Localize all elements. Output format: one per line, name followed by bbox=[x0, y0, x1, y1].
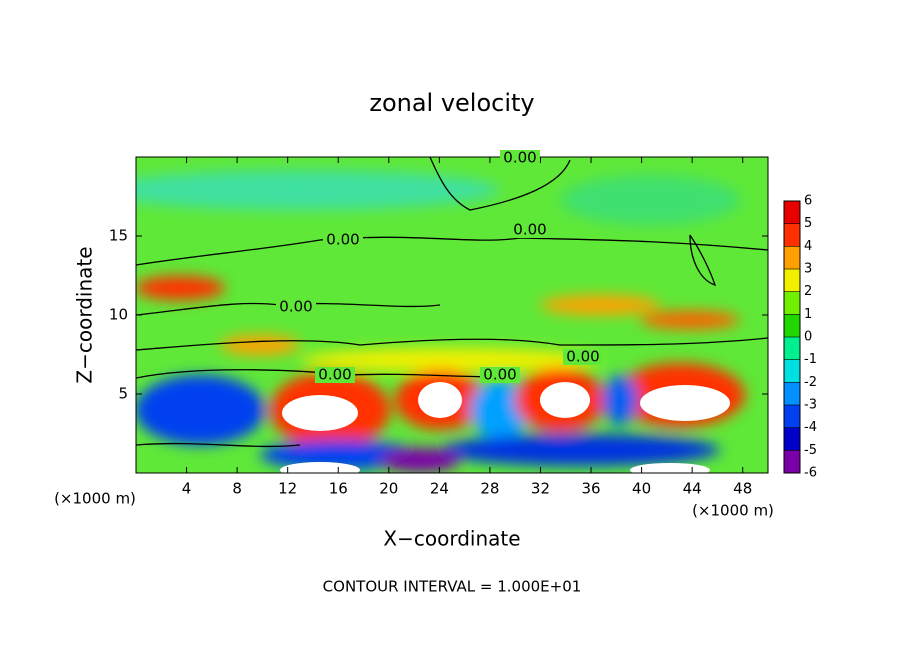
contour-label-bg bbox=[315, 367, 355, 383]
colorbar-bin bbox=[784, 382, 800, 405]
colorbar-label: -6 bbox=[804, 466, 817, 481]
colorbar-bin bbox=[784, 450, 800, 473]
colorbar-bin bbox=[784, 223, 800, 247]
colorbar-bin bbox=[784, 427, 800, 451]
contour-label-bg bbox=[480, 367, 520, 383]
colorbar-label: 5 bbox=[804, 216, 812, 231]
contour-label: 0.00 bbox=[483, 366, 516, 384]
colorbar-bin bbox=[784, 269, 800, 292]
colorbar-bin bbox=[784, 337, 800, 360]
colorbar-label: 3 bbox=[804, 262, 812, 277]
x-tick-label: 40 bbox=[632, 480, 651, 498]
contour-label-bg bbox=[276, 299, 316, 315]
x-tick-label: 4 bbox=[182, 480, 192, 498]
colorbar-bin bbox=[784, 405, 800, 428]
colorbar-label: 0 bbox=[804, 330, 812, 345]
x-unit-label: (×1000 m) bbox=[54, 490, 136, 508]
colorbar-label: -5 bbox=[804, 443, 817, 458]
contour-label: 0.00 bbox=[318, 366, 351, 384]
contour-label: 0.00 bbox=[503, 149, 536, 167]
colorbar-label: -1 bbox=[804, 352, 817, 367]
contour-label-bg bbox=[563, 349, 603, 365]
colorbar-bin bbox=[784, 314, 800, 337]
colorbar-bin bbox=[784, 359, 800, 383]
footer: CONTOUR INTERVAL = 1.000E+01 bbox=[323, 578, 582, 596]
colorbar-label: -4 bbox=[804, 420, 817, 435]
contour-label-bg bbox=[500, 150, 540, 166]
colorbar-label: 6 bbox=[804, 194, 812, 209]
y-tick-label: 10 bbox=[109, 306, 128, 324]
y-axis-label: Z−coordinate bbox=[73, 246, 97, 383]
y-tick-label: 5 bbox=[118, 385, 128, 403]
colorbar-label: -3 bbox=[804, 398, 817, 413]
colorbar-label: 2 bbox=[804, 284, 812, 299]
contour-label: 0.00 bbox=[513, 221, 546, 239]
x-tick-label: 12 bbox=[278, 480, 297, 498]
colorbar-label: -2 bbox=[804, 375, 817, 390]
colorbar-bin bbox=[784, 201, 800, 224]
x-tick-label: 20 bbox=[379, 480, 398, 498]
x-tick-label: 44 bbox=[683, 480, 702, 498]
contour-label-bg bbox=[510, 222, 550, 238]
contour-label: 0.00 bbox=[566, 348, 599, 366]
colorbar-bin bbox=[784, 291, 800, 315]
x-tick-label: 16 bbox=[329, 480, 348, 498]
x-tick-label: 36 bbox=[581, 480, 600, 498]
chart-title: zonal velocity bbox=[369, 89, 534, 117]
x-tick-label: 32 bbox=[531, 480, 550, 498]
x-unit-label: (×1000 m) bbox=[692, 502, 774, 520]
y-tick-label: 15 bbox=[109, 227, 128, 245]
contour-field bbox=[136, 157, 768, 473]
contour-label: 0.00 bbox=[326, 231, 359, 249]
colorbar-bin bbox=[784, 246, 800, 269]
x-axis-label: X−coordinate bbox=[383, 527, 520, 551]
x-tick-label: 8 bbox=[232, 480, 242, 498]
contour-label-bg bbox=[323, 232, 363, 248]
x-tick-label: 28 bbox=[480, 480, 499, 498]
x-tick-label: 24 bbox=[430, 480, 449, 498]
colorbar-label: 1 bbox=[804, 307, 812, 322]
x-tick-label: 48 bbox=[733, 480, 752, 498]
contour-label: 0.00 bbox=[279, 298, 312, 316]
colorbar-label: 4 bbox=[804, 239, 812, 254]
